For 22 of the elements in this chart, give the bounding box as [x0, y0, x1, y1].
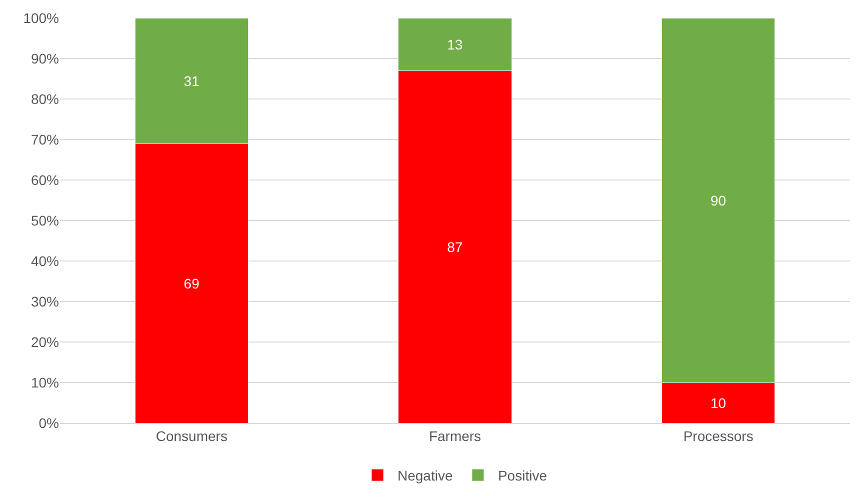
y-tick-label: 90%: [30, 50, 59, 66]
y-tick-label: 50%: [30, 212, 59, 228]
data-label: 69: [184, 275, 200, 292]
y-tick-label: 10%: [30, 374, 59, 390]
data-label: 90: [710, 192, 726, 208]
y-tick-label: 0%: [38, 414, 59, 431]
x-tick-label: Processors: [683, 428, 754, 444]
y-tick-label: 100%: [23, 10, 59, 26]
y-tick-label: 20%: [30, 334, 59, 350]
y-tick-label: 40%: [30, 252, 59, 269]
data-label: 10: [710, 394, 726, 411]
x-tick-label: Farmers: [428, 428, 482, 444]
y-tick-label: 70%: [30, 131, 59, 148]
data-label: 87: [447, 238, 463, 255]
legend-label: Positive: [498, 468, 548, 484]
y-tick-label: 60%: [30, 172, 59, 188]
y-tick-label: 30%: [30, 293, 59, 310]
data-label: 31: [184, 72, 200, 89]
y-tick-label: 80%: [30, 90, 59, 107]
data-label: 13: [447, 36, 463, 52]
x-tick-label: Consumers: [156, 428, 228, 444]
legend-label: Negative: [398, 468, 453, 484]
